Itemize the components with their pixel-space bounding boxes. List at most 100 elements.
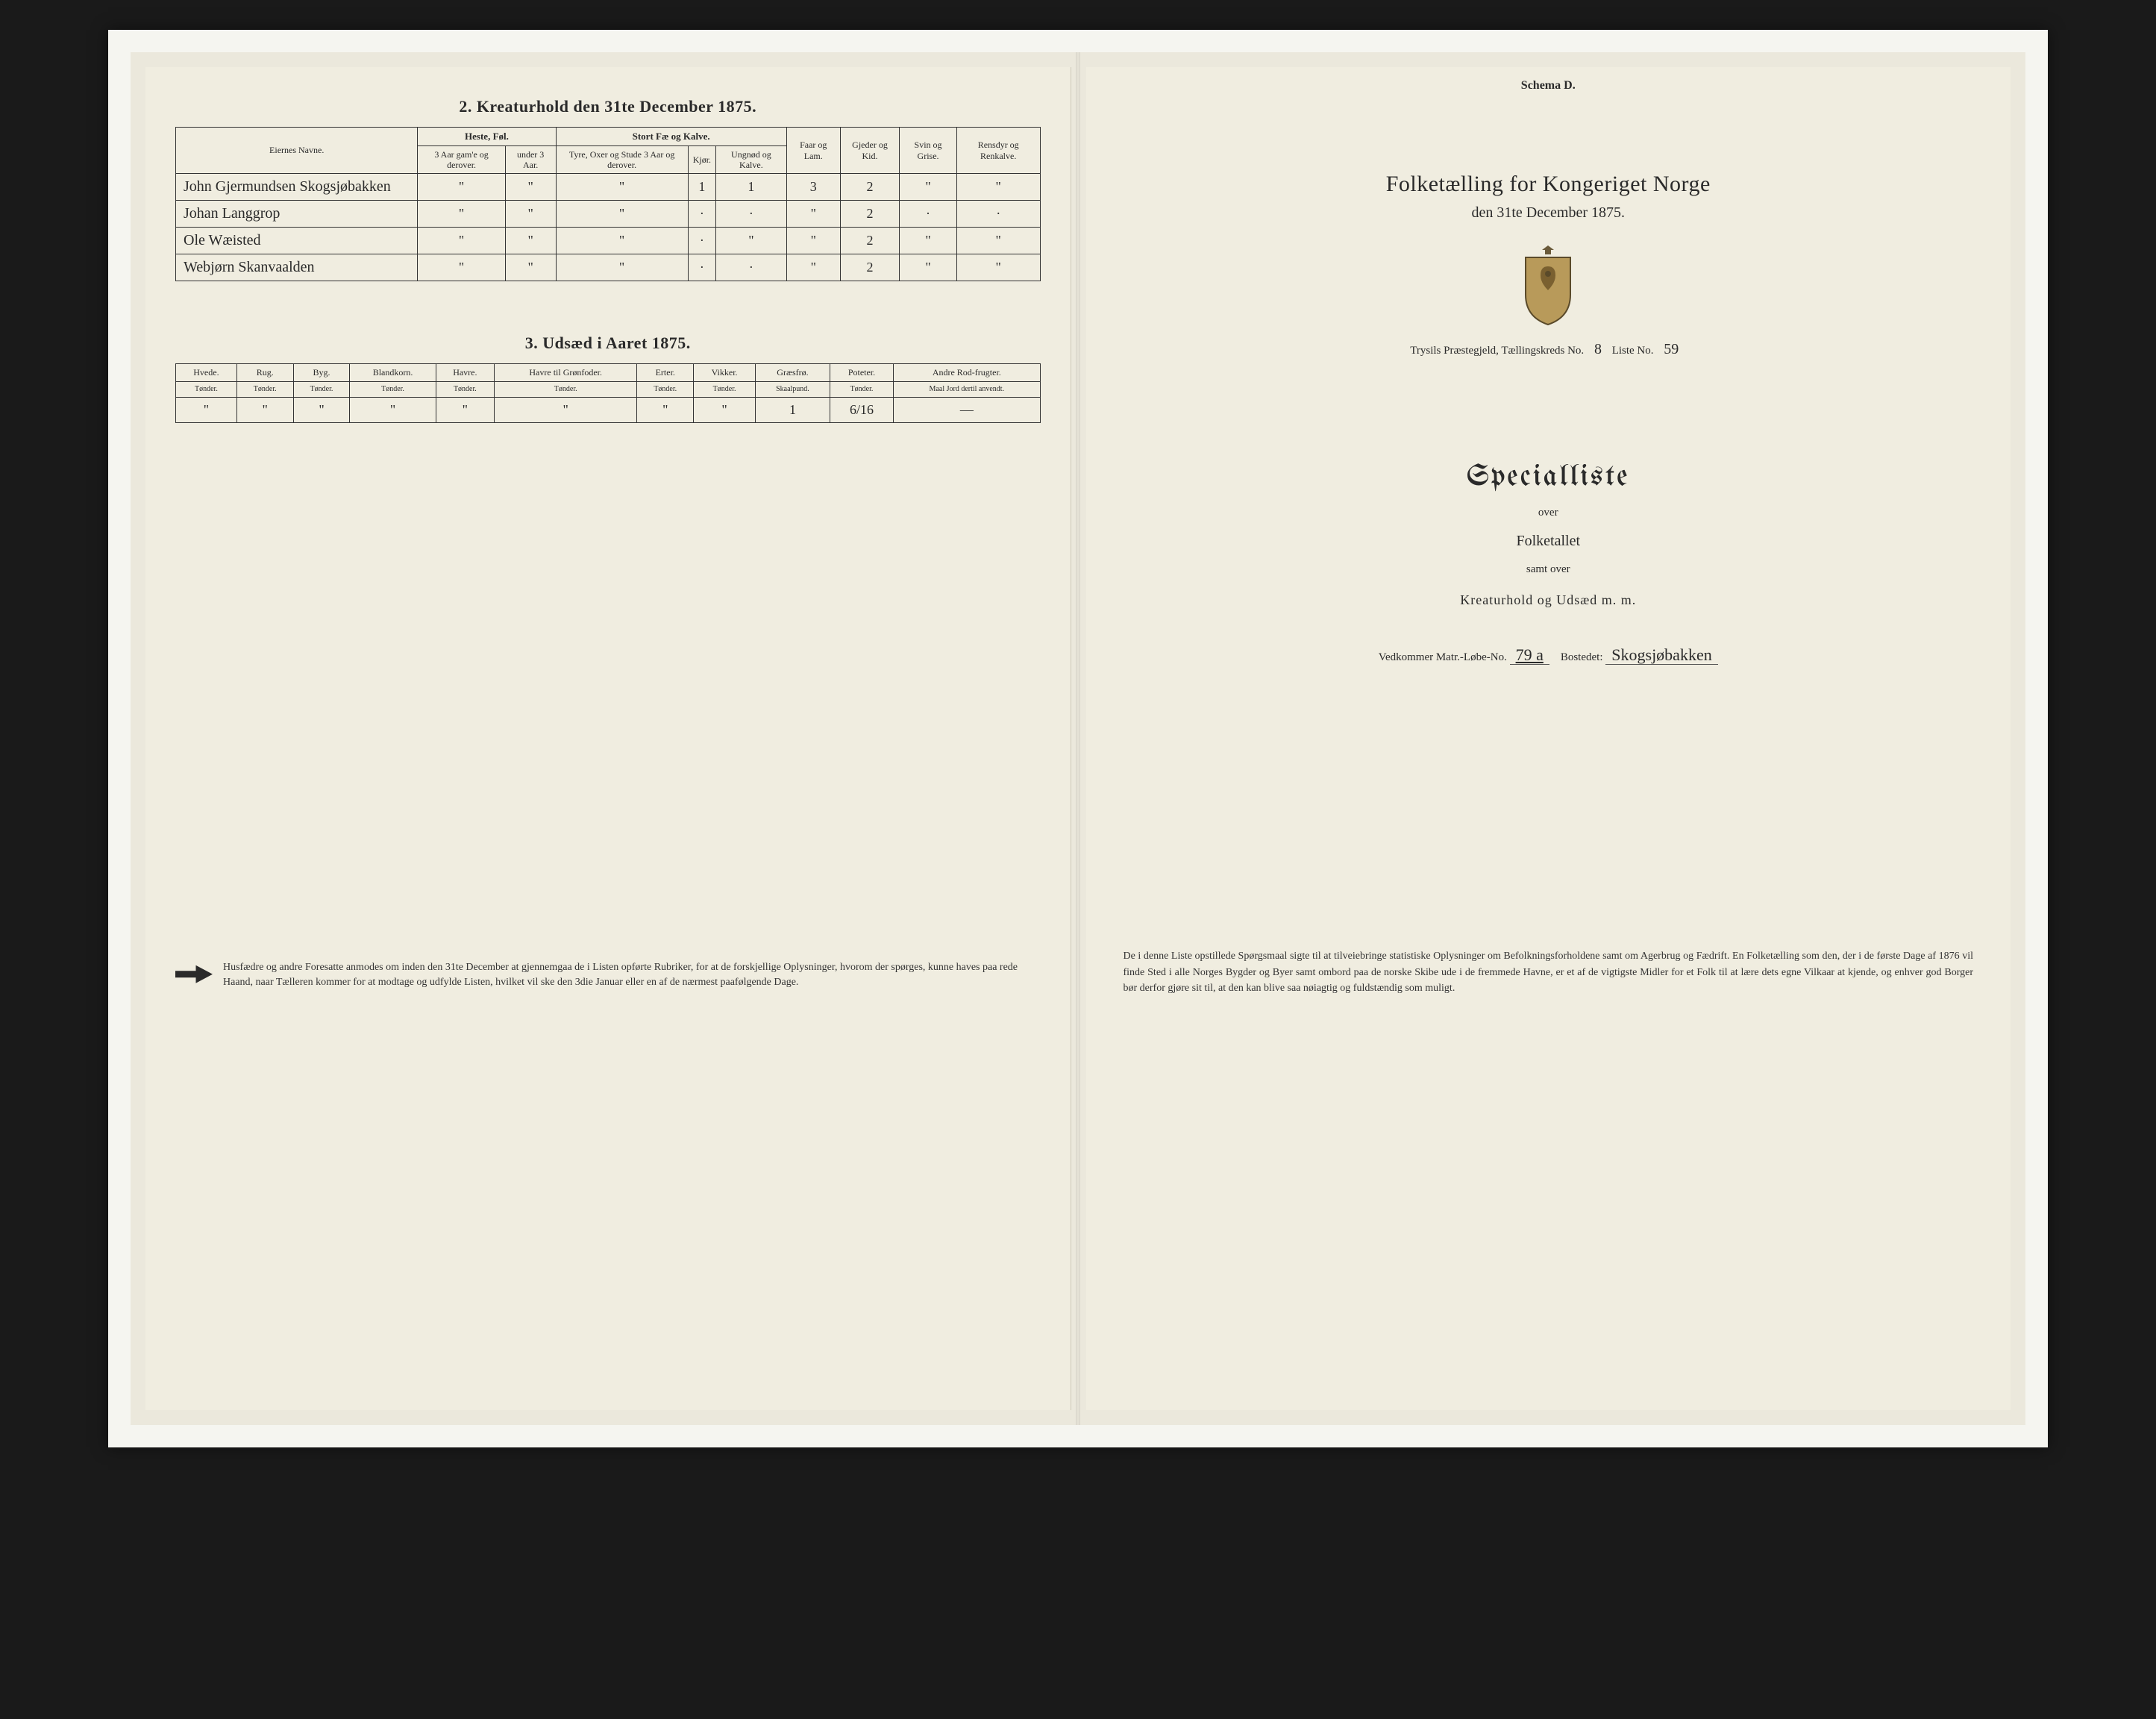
cell: 1: [688, 174, 715, 201]
liste-label: Liste No.: [1612, 345, 1654, 357]
table-row: John Gjermundsen Skogsjøbakken"""1132"": [176, 174, 1041, 201]
seed-cell: —: [894, 397, 1040, 422]
spec-over: over: [1116, 507, 1981, 519]
cell: 3: [786, 174, 840, 201]
cell: ·: [900, 201, 957, 228]
cell: ": [505, 228, 556, 254]
seed-unit: Skaalpund.: [756, 381, 830, 397]
cell: ": [556, 201, 688, 228]
footnote-text: Husfædre og andre Foresatte anmodes om i…: [223, 960, 1041, 991]
seed-cell: ": [236, 397, 293, 422]
schema-label: Schema D.: [1521, 79, 1576, 93]
cell: ": [556, 254, 688, 281]
cell: ·: [956, 201, 1040, 228]
coat-of-arms-icon: [1514, 244, 1582, 326]
cell: 2: [840, 228, 899, 254]
seed-cell: ": [176, 397, 237, 422]
seed-unit: Tønder.: [350, 381, 436, 397]
table-row: Ole Wæisted"""·""2"": [176, 228, 1041, 254]
cell: ·: [688, 254, 715, 281]
scan-frame: 2. Kreaturhold den 31te December 1875. E…: [108, 30, 2048, 1447]
colgroup-horse: Heste, Føl.: [418, 128, 556, 146]
seed-unit: Tønder.: [495, 381, 637, 397]
col-horse2: under 3 Aar.: [505, 145, 556, 174]
footnote-block: Husfædre og andre Foresatte anmodes om i…: [175, 960, 1041, 991]
cell: ": [900, 174, 957, 201]
seed-cell: ": [293, 397, 350, 422]
seed-cell: ": [495, 397, 637, 422]
seed-unit: Tønder.: [830, 381, 893, 397]
owner-name: John Gjermundsen Skogsjøbakken: [176, 174, 418, 201]
owner-name: Webjørn Skanvaalden: [176, 254, 418, 281]
bostedet-value: Skogsjøbakken: [1605, 645, 1717, 665]
cell: ·: [716, 201, 787, 228]
owner-name: Johan Langgrop: [176, 201, 418, 228]
cell: ": [900, 254, 957, 281]
col-reindeer: Rensdyr og Renkalve.: [956, 128, 1040, 174]
seed-cell: ": [694, 397, 756, 422]
col-names: Eiernes Navne.: [176, 128, 418, 174]
col-sheep: Faar og Lam.: [786, 128, 840, 174]
colgroup-cattle: Stort Fæ og Kalve.: [556, 128, 786, 146]
spec-folketallet: Folketallet: [1116, 533, 1981, 550]
cell: ": [556, 174, 688, 201]
seed-col: Græsfrø.: [756, 364, 830, 381]
cell: ": [900, 228, 957, 254]
spec-kreatur: Kreaturhold og Udsæd m. m.: [1116, 592, 1981, 608]
cell: ": [786, 228, 840, 254]
seed-col: Erter.: [637, 364, 694, 381]
cell: ": [786, 201, 840, 228]
cell: ": [956, 228, 1040, 254]
livestock-table: Eiernes Navne. Heste, Føl. Stort Fæ og K…: [175, 127, 1041, 281]
seed-cell: ": [637, 397, 694, 422]
cell: ": [418, 254, 505, 281]
cell: ": [505, 254, 556, 281]
col-cattle2: Kjør.: [688, 145, 715, 174]
col-horse1: 3 Aar gam'e og derover.: [418, 145, 505, 174]
vedk-label: Vedkommer Matr.-Løbe-No.: [1379, 651, 1507, 663]
seed-col: Poteter.: [830, 364, 893, 381]
document-spread: 2. Kreaturhold den 31te December 1875. E…: [131, 52, 2025, 1425]
pointing-hand-icon: [175, 963, 213, 986]
seed-table: Hvede.Rug.Byg.Blandkorn.Havre.Havre til …: [175, 363, 1041, 422]
seed-col: Andre Rod-frugter.: [894, 364, 1040, 381]
seed-unit: Tønder.: [176, 381, 237, 397]
cell: ": [418, 174, 505, 201]
col-cattle1: Tyre, Oxer og Stude 3 Aar og derover.: [556, 145, 688, 174]
seed-unit: Maal Jord dertil anvendt.: [894, 381, 1040, 397]
col-goat: Gjeder og Kid.: [840, 128, 899, 174]
cell: 2: [840, 254, 899, 281]
seed-cell: 6/16: [830, 397, 893, 422]
parish-line: Trysils Præstegjeld, Tællingskreds No. 8…: [1116, 341, 1981, 358]
specialliste-title: Specialliste: [1116, 463, 1981, 493]
cell: 2: [840, 201, 899, 228]
seed-cell: 1: [756, 397, 830, 422]
seed-col: Hvede.: [176, 364, 237, 381]
col-pig: Svin og Grise.: [900, 128, 957, 174]
seed-col: Havre til Grønfoder.: [495, 364, 637, 381]
cell: ": [556, 228, 688, 254]
seed-cell: ": [436, 397, 494, 422]
bostedet-label: Bostedet:: [1561, 651, 1603, 663]
owner-name: Ole Wæisted: [176, 228, 418, 254]
vedkommer-line: Vedkommer Matr.-Løbe-No. 79 a Bostedet: …: [1116, 645, 1981, 665]
seed-unit: Tønder.: [436, 381, 494, 397]
census-title: Folketælling for Kongeriget Norge: [1116, 172, 1981, 197]
matr-no: 79 a: [1510, 645, 1549, 665]
explanatory-paragraph: De i denne Liste opstillede Spørgsmaal s…: [1116, 948, 1981, 997]
cell: ": [956, 254, 1040, 281]
cell: ·: [688, 228, 715, 254]
spec-samt: samt over: [1116, 563, 1981, 576]
liste-no: 59: [1656, 341, 1686, 357]
table-row: Webjørn Skanvaalden"""··"2"": [176, 254, 1041, 281]
page-fold: [1076, 52, 1080, 1425]
seed-unit: Tønder.: [694, 381, 756, 397]
cell: ": [716, 228, 787, 254]
cell: ": [505, 201, 556, 228]
cell: ": [786, 254, 840, 281]
seed-col: Blandkorn.: [350, 364, 436, 381]
left-page: 2. Kreaturhold den 31te December 1875. E…: [145, 67, 1071, 1410]
seed-col: Rug.: [236, 364, 293, 381]
seed-col: Byg.: [293, 364, 350, 381]
cell: 1: [716, 174, 787, 201]
